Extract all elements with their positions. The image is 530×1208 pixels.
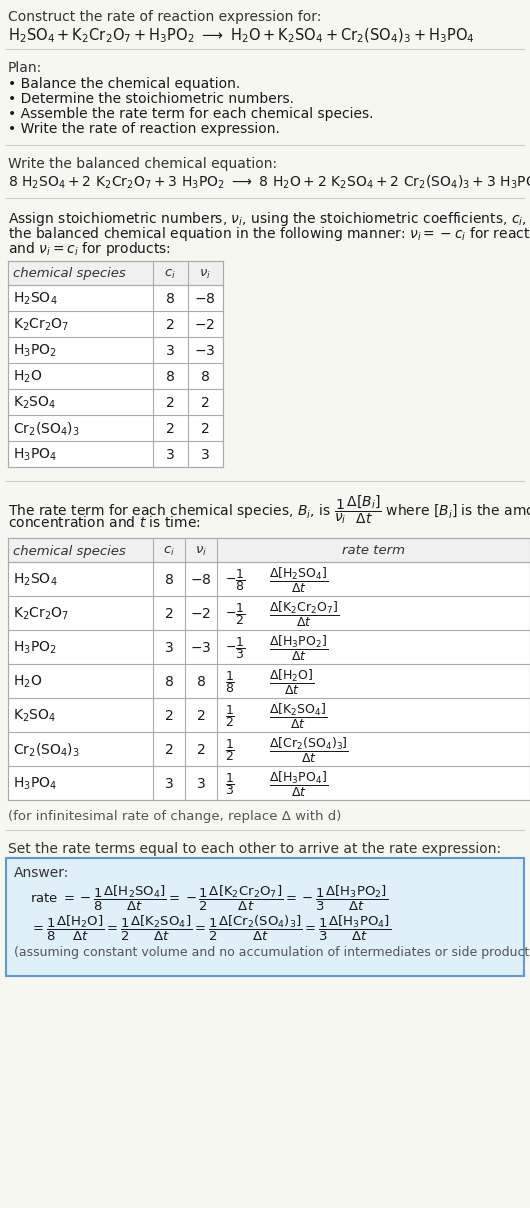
Text: $\mathrm{H_2O}$: $\mathrm{H_2O}$ <box>13 674 42 690</box>
Bar <box>8 261 223 285</box>
Text: Construct the rate of reaction expression for:: Construct the rate of reaction expressio… <box>8 10 321 24</box>
Text: $\mathrm{H_3PO_2}$: $\mathrm{H_3PO_2}$ <box>13 640 57 656</box>
Text: • Determine the stoichiometric numbers.: • Determine the stoichiometric numbers. <box>8 92 294 106</box>
Text: $\mathrm{Cr_2(SO_4)_3}$: $\mathrm{Cr_2(SO_4)_3}$ <box>13 742 80 759</box>
Text: $c_i$: $c_i$ <box>164 267 176 280</box>
Bar <box>8 261 223 467</box>
Text: 2: 2 <box>165 606 173 621</box>
Text: $\mathrm{Cr_2(SO_4)_3}$: $\mathrm{Cr_2(SO_4)_3}$ <box>13 420 80 437</box>
Text: 2: 2 <box>165 709 173 724</box>
Text: • Balance the chemical equation.: • Balance the chemical equation. <box>8 77 240 91</box>
Text: 3: 3 <box>197 777 206 791</box>
Text: $\mathrm{H_3PO_4}$: $\mathrm{H_3PO_4}$ <box>13 776 57 792</box>
Text: $\dfrac{\Delta[\mathrm{H_2SO_4}]}{\Delta t}$: $\dfrac{\Delta[\mathrm{H_2SO_4}]}{\Delta… <box>269 565 329 594</box>
Text: 8: 8 <box>164 675 173 689</box>
Text: 3: 3 <box>201 448 209 461</box>
Text: 2: 2 <box>197 743 206 757</box>
Text: and $\nu_i = c_i$ for products:: and $\nu_i = c_i$ for products: <box>8 240 171 259</box>
Text: $= \dfrac{1}{8}\dfrac{\Delta[\mathrm{H_2O}]}{\Delta t} = \dfrac{1}{2}\dfrac{\Del: $= \dfrac{1}{8}\dfrac{\Delta[\mathrm{H_2… <box>30 914 391 943</box>
Text: the balanced chemical equation in the following manner: $\nu_i = -c_i$ for react: the balanced chemical equation in the fo… <box>8 225 530 243</box>
Text: rate $= -\dfrac{1}{8}\dfrac{\Delta[\mathrm{H_2SO_4}]}{\Delta t} = -\dfrac{1}{2}\: rate $= -\dfrac{1}{8}\dfrac{\Delta[\math… <box>30 884 388 913</box>
Text: $\dfrac{1}{2}$: $\dfrac{1}{2}$ <box>225 737 235 763</box>
Text: 2: 2 <box>197 709 206 724</box>
Text: $\dfrac{\Delta[\mathrm{H_3PO_4}]}{\Delta t}$: $\dfrac{\Delta[\mathrm{H_3PO_4}]}{\Delta… <box>269 769 328 798</box>
Text: Assign stoichiometric numbers, $\nu_i$, using the stoichiometric coefficients, $: Assign stoichiometric numbers, $\nu_i$, … <box>8 210 530 228</box>
Text: $\mathrm{H_2SO_4}$: $\mathrm{H_2SO_4}$ <box>13 291 58 307</box>
Text: $-8$: $-8$ <box>190 573 212 587</box>
Text: $\mathrm{H_2O}$: $\mathrm{H_2O}$ <box>13 368 42 385</box>
Text: 2: 2 <box>201 422 209 436</box>
Text: $\mathrm{K_2Cr_2O_7}$: $\mathrm{K_2Cr_2O_7}$ <box>13 605 69 622</box>
Text: $\dfrac{\Delta[\mathrm{K_2SO_4}]}{\Delta t}$: $\dfrac{\Delta[\mathrm{K_2SO_4}]}{\Delta… <box>269 702 328 731</box>
Text: 3: 3 <box>165 777 173 791</box>
Text: $\mathrm{H_2SO_4}$: $\mathrm{H_2SO_4}$ <box>13 571 58 588</box>
Text: 8: 8 <box>197 675 206 689</box>
Text: concentration and $t$ is time:: concentration and $t$ is time: <box>8 515 201 530</box>
Bar <box>8 538 530 562</box>
Text: 2: 2 <box>165 422 174 436</box>
Text: $-2$: $-2$ <box>195 318 216 332</box>
Text: chemical species: chemical species <box>13 545 126 558</box>
Text: $\dfrac{\Delta[\mathrm{H_2O}]}{\Delta t}$: $\dfrac{\Delta[\mathrm{H_2O}]}{\Delta t}… <box>269 668 315 697</box>
Text: 3: 3 <box>165 641 173 655</box>
Text: Set the rate terms equal to each other to arrive at the rate expression:: Set the rate terms equal to each other t… <box>8 842 501 856</box>
Text: 8: 8 <box>165 292 174 306</box>
Text: $-\dfrac{1}{3}$: $-\dfrac{1}{3}$ <box>225 635 245 661</box>
Text: $\nu_i$: $\nu_i$ <box>199 267 211 280</box>
Text: 8: 8 <box>164 573 173 587</box>
Text: $\mathrm{K_2Cr_2O_7}$: $\mathrm{K_2Cr_2O_7}$ <box>13 316 69 333</box>
Text: Write the balanced chemical equation:: Write the balanced chemical equation: <box>8 157 277 172</box>
Text: • Write the rate of reaction expression.: • Write the rate of reaction expression. <box>8 122 280 137</box>
Bar <box>8 538 530 800</box>
Text: 8: 8 <box>200 370 209 384</box>
Text: The rate term for each chemical species, $B_i$, is $\dfrac{1}{\nu_i}\dfrac{\Delt: The rate term for each chemical species,… <box>8 493 530 525</box>
Text: 2: 2 <box>165 318 174 332</box>
Text: $c_i$: $c_i$ <box>163 545 175 558</box>
Text: rate term: rate term <box>341 545 404 558</box>
Text: Plan:: Plan: <box>8 60 42 75</box>
Text: $\mathrm{H_3PO_2}$: $\mathrm{H_3PO_2}$ <box>13 343 57 359</box>
Text: 3: 3 <box>165 344 174 358</box>
Text: $\mathrm{K_2SO_4}$: $\mathrm{K_2SO_4}$ <box>13 708 56 725</box>
Text: $-\dfrac{1}{2}$: $-\dfrac{1}{2}$ <box>225 602 245 627</box>
Text: $\dfrac{\Delta[\mathrm{K_2Cr_2O_7}]}{\Delta t}$: $\dfrac{\Delta[\mathrm{K_2Cr_2O_7}]}{\De… <box>269 599 339 628</box>
Text: $-3$: $-3$ <box>195 344 216 358</box>
Text: 2: 2 <box>201 396 209 410</box>
Text: 2: 2 <box>165 396 174 410</box>
Text: $\dfrac{1}{3}$: $\dfrac{1}{3}$ <box>225 771 235 797</box>
Text: $\dfrac{\Delta[\mathrm{H_3PO_2}]}{\Delta t}$: $\dfrac{\Delta[\mathrm{H_3PO_2}]}{\Delta… <box>269 633 328 662</box>
Text: chemical species: chemical species <box>13 267 126 280</box>
Text: Answer:: Answer: <box>14 866 69 879</box>
Text: 2: 2 <box>165 743 173 757</box>
Text: (assuming constant volume and no accumulation of intermediates or side products): (assuming constant volume and no accumul… <box>14 946 530 959</box>
Text: $\nu_i$: $\nu_i$ <box>195 545 207 558</box>
Text: (for infinitesimal rate of change, replace Δ with d): (for infinitesimal rate of change, repla… <box>8 811 341 823</box>
Text: $\mathrm{H_3PO_4}$: $\mathrm{H_3PO_4}$ <box>13 447 57 463</box>
Text: $\mathrm{8\ H_2SO_4 + 2\ K_2Cr_2O_7 + 3\ H_3PO_2 \ \longrightarrow \ 8\ H_2O + 2: $\mathrm{8\ H_2SO_4 + 2\ K_2Cr_2O_7 + 3\… <box>8 174 530 191</box>
Text: $\dfrac{1}{8}$: $\dfrac{1}{8}$ <box>225 669 235 695</box>
Text: $\dfrac{1}{2}$: $\dfrac{1}{2}$ <box>225 703 235 728</box>
Text: $\dfrac{\Delta[\mathrm{Cr_2(SO_4)_3}]}{\Delta t}$: $\dfrac{\Delta[\mathrm{Cr_2(SO_4)_3}]}{\… <box>269 736 349 765</box>
Text: $-8$: $-8$ <box>194 292 216 306</box>
FancyBboxPatch shape <box>6 858 524 976</box>
Text: $\mathrm{H_2SO_4 + K_2Cr_2O_7 + H_3PO_2 \ \longrightarrow \ H_2O + K_2SO_4 + Cr_: $\mathrm{H_2SO_4 + K_2Cr_2O_7 + H_3PO_2 … <box>8 27 475 46</box>
Text: $\mathrm{K_2SO_4}$: $\mathrm{K_2SO_4}$ <box>13 395 56 411</box>
Text: • Assemble the rate term for each chemical species.: • Assemble the rate term for each chemic… <box>8 108 374 121</box>
Text: $-2$: $-2$ <box>190 606 211 621</box>
Text: $-3$: $-3$ <box>190 641 211 655</box>
Text: 8: 8 <box>165 370 174 384</box>
Text: 3: 3 <box>165 448 174 461</box>
Text: $-\dfrac{1}{8}$: $-\dfrac{1}{8}$ <box>225 567 245 593</box>
